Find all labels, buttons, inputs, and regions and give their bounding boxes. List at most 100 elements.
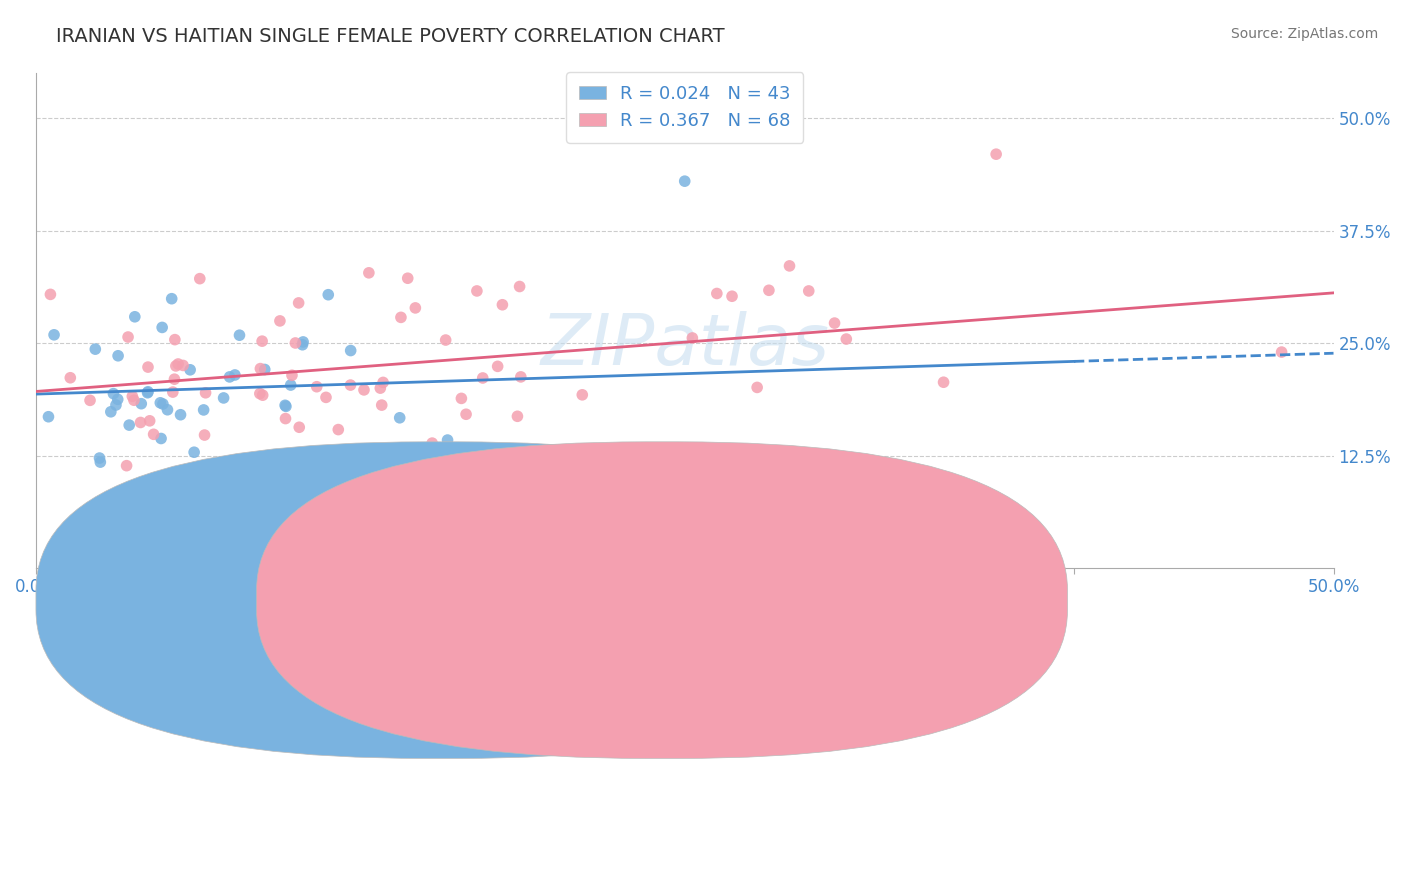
Point xyxy=(224,368,246,382)
Point xyxy=(673,174,696,188)
Point xyxy=(129,397,152,411)
Point xyxy=(471,371,494,385)
Point xyxy=(797,284,820,298)
Point xyxy=(370,398,392,412)
Point xyxy=(249,386,271,401)
Point xyxy=(758,283,780,297)
Point xyxy=(150,432,173,446)
Point xyxy=(39,287,62,301)
Point xyxy=(136,385,159,400)
Point xyxy=(167,357,190,371)
Point xyxy=(162,385,184,400)
Point xyxy=(84,342,107,356)
Point xyxy=(104,398,127,412)
Point xyxy=(129,416,152,430)
Point xyxy=(172,359,194,373)
Point xyxy=(934,471,956,485)
Point xyxy=(250,334,273,348)
Point xyxy=(509,370,531,384)
Point xyxy=(165,359,187,373)
Point xyxy=(179,363,201,377)
Point xyxy=(328,423,350,437)
Point xyxy=(835,332,858,346)
Point xyxy=(288,420,311,434)
Point xyxy=(274,398,297,412)
Point xyxy=(281,368,304,383)
Text: Haitians: Haitians xyxy=(724,603,792,621)
Point xyxy=(212,391,235,405)
Point xyxy=(747,380,769,394)
Point xyxy=(465,284,488,298)
Point xyxy=(436,433,458,447)
Point xyxy=(253,362,276,376)
Point xyxy=(706,286,728,301)
Point xyxy=(269,314,291,328)
Point xyxy=(803,507,825,521)
Point xyxy=(228,328,250,343)
Point xyxy=(491,298,513,312)
Point xyxy=(100,405,122,419)
Point xyxy=(249,361,271,376)
Point xyxy=(274,400,297,414)
Point xyxy=(115,458,138,473)
Point xyxy=(486,359,509,374)
Point xyxy=(103,386,125,401)
Text: Iranians: Iranians xyxy=(503,603,569,621)
Point xyxy=(136,384,159,399)
Point xyxy=(193,403,215,417)
Point xyxy=(368,381,391,395)
Point xyxy=(271,516,294,530)
Point xyxy=(163,333,186,347)
Point xyxy=(305,380,328,394)
Point xyxy=(150,320,173,334)
Point xyxy=(371,376,394,390)
Point xyxy=(59,370,82,384)
Point xyxy=(107,349,129,363)
Point xyxy=(389,310,412,325)
Point xyxy=(37,409,59,424)
Point xyxy=(169,408,191,422)
Point xyxy=(681,331,703,345)
Point xyxy=(152,397,174,411)
Point xyxy=(149,396,172,410)
Point xyxy=(121,389,143,403)
Point xyxy=(339,343,361,358)
Point xyxy=(284,336,307,351)
Point xyxy=(118,418,141,433)
Point xyxy=(142,427,165,442)
Point xyxy=(1271,345,1294,359)
Point xyxy=(194,385,217,400)
Point xyxy=(291,337,314,351)
Point xyxy=(506,409,529,424)
Point xyxy=(42,327,65,342)
Point xyxy=(292,334,315,349)
Point xyxy=(721,289,744,303)
Point xyxy=(434,333,457,347)
Point xyxy=(274,411,297,425)
Point xyxy=(188,271,211,285)
Point xyxy=(89,451,111,466)
Point xyxy=(252,388,274,402)
Point xyxy=(450,392,472,406)
Point xyxy=(222,453,245,467)
Point xyxy=(396,271,419,285)
Point xyxy=(357,266,380,280)
Point xyxy=(316,287,339,301)
Point xyxy=(932,376,955,390)
Point xyxy=(122,393,145,408)
Point xyxy=(136,360,159,375)
Point xyxy=(138,414,160,428)
Point xyxy=(420,436,443,450)
Point xyxy=(183,445,205,459)
FancyBboxPatch shape xyxy=(37,442,846,758)
Point xyxy=(353,383,375,397)
Text: Source: ZipAtlas.com: Source: ZipAtlas.com xyxy=(1230,27,1378,41)
Point xyxy=(339,378,361,392)
Point xyxy=(79,393,101,408)
Point xyxy=(984,147,1007,161)
Point xyxy=(454,407,477,421)
Point xyxy=(156,402,179,417)
Point xyxy=(89,455,111,469)
Point xyxy=(404,301,426,315)
Point xyxy=(509,279,531,293)
